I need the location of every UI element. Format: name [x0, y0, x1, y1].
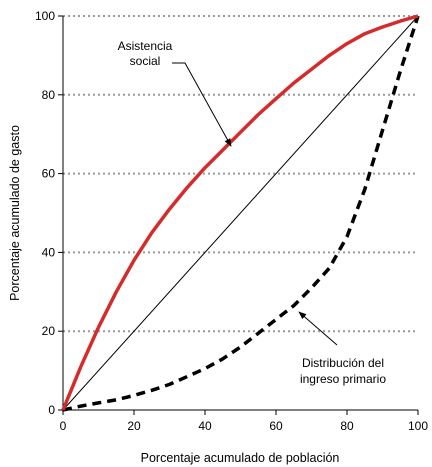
annotation-asistencia-arrow: [172, 62, 232, 147]
axes: [62, 16, 418, 411]
annotations: Asistencia social Distribución del ingreso …: [118, 39, 387, 386]
x-tick-label-0: 0: [60, 419, 67, 433]
annotation-asistencia-line-1: social: [130, 54, 161, 68]
y-tick-label-1: 20: [42, 324, 56, 338]
y-tick-label-4: 80: [42, 88, 56, 102]
annotation-asistencia: Asistencia social: [118, 39, 173, 68]
x-tick-label-1: 20: [127, 419, 141, 433]
y-tick-label-3: 60: [42, 167, 56, 181]
ticks: 0 20 40 60 80 100 0 20 40 60 80 100: [35, 9, 428, 433]
x-tick-label-3: 60: [269, 419, 283, 433]
x-tick-label-5: 100: [408, 419, 428, 433]
annotation-distribucion-line-0: Distribución del: [302, 356, 384, 370]
annotation-distribucion: Distribución del ingreso primario: [300, 356, 386, 386]
series-line-2: [62, 15, 420, 412]
annotation-distribucion-line-1: ingreso primario: [300, 372, 386, 386]
y-tick-label-5: 100: [35, 9, 55, 23]
y-tick-label-0: 0: [48, 403, 55, 417]
annotation-distribucion-arrow: [298, 311, 338, 346]
x-tick-label-2: 40: [198, 419, 212, 433]
gridlines: [63, 15, 418, 333]
y-tick-label-2: 40: [42, 245, 56, 259]
annotation-asistencia-line-0: Asistencia: [118, 39, 173, 53]
series-layer: [61, 14, 420, 412]
series-line-1: [62, 15, 419, 411]
series-line-0: [61, 14, 419, 411]
x-axis-label: Porcentaje acumulado de población: [141, 451, 340, 465]
y-axis-label: Porcentaje acumulado de gasto: [8, 125, 22, 301]
x-tick-label-4: 80: [340, 419, 354, 433]
